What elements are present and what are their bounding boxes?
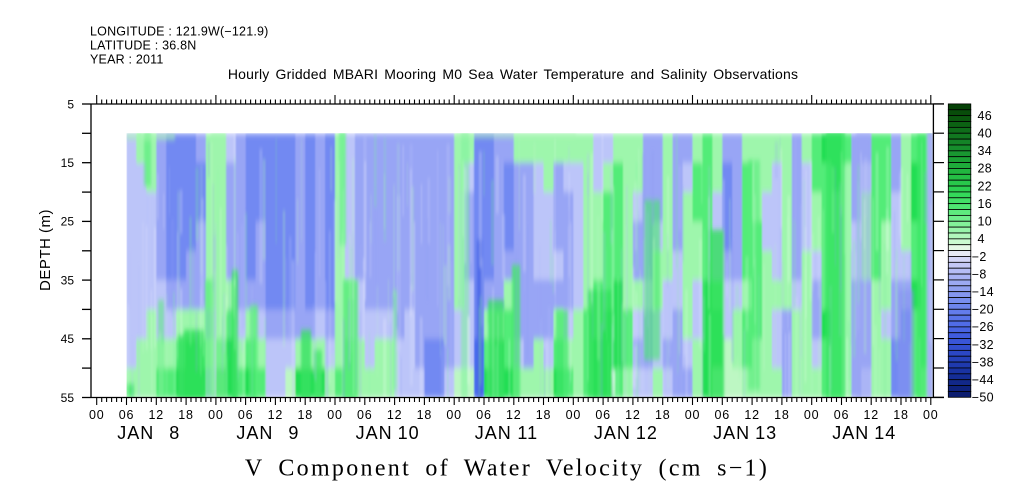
svg-text:55: 55 — [61, 391, 75, 405]
svg-text:18: 18 — [893, 408, 909, 422]
svg-text:JAN: JAN — [713, 423, 750, 443]
svg-text:18: 18 — [297, 408, 313, 422]
svg-text:00: 00 — [327, 408, 343, 422]
svg-text:12: 12 — [387, 408, 403, 422]
svg-text:15: 15 — [61, 156, 75, 170]
svg-text:−26: −26 — [972, 320, 994, 334]
svg-text:06: 06 — [238, 408, 254, 422]
svg-text:YEAR : 2011: YEAR : 2011 — [90, 53, 164, 67]
svg-text:46: 46 — [978, 109, 993, 123]
svg-text:00: 00 — [89, 408, 105, 422]
svg-text:12: 12 — [149, 408, 165, 422]
svg-text:−38: −38 — [972, 355, 994, 369]
svg-text:DEPTH (m): DEPTH (m) — [37, 209, 54, 291]
svg-text:12: 12 — [268, 408, 284, 422]
svg-text:18: 18 — [774, 408, 790, 422]
svg-text:00: 00 — [446, 408, 462, 422]
svg-text:−8: −8 — [972, 267, 987, 281]
svg-text:12: 12 — [506, 408, 522, 422]
svg-text:06: 06 — [119, 408, 135, 422]
svg-text:LONGITUDE : 121.9W(−121.9): LONGITUDE : 121.9W(−121.9) — [90, 25, 269, 39]
svg-text:−14: −14 — [972, 285, 994, 299]
svg-text:LATITUDE : 36.8N: LATITUDE : 36.8N — [90, 39, 196, 53]
svg-text:9: 9 — [288, 423, 298, 443]
svg-text:25: 25 — [61, 215, 75, 229]
svg-text:12: 12 — [625, 408, 641, 422]
svg-text:00: 00 — [685, 408, 701, 422]
svg-text:22: 22 — [978, 179, 993, 193]
svg-text:JAN: JAN — [236, 423, 273, 443]
svg-text:06: 06 — [834, 408, 850, 422]
svg-text:35: 35 — [61, 273, 75, 287]
svg-text:14: 14 — [874, 423, 896, 443]
svg-text:V Component of Water Velocity: V Component of Water Velocity (cm s−1) — [245, 456, 769, 482]
svg-text:JAN: JAN — [475, 423, 512, 443]
svg-text:JAN: JAN — [117, 423, 154, 443]
svg-text:4: 4 — [978, 232, 985, 246]
svg-text:−44: −44 — [972, 373, 994, 387]
svg-text:−2: −2 — [972, 250, 987, 264]
svg-text:12: 12 — [863, 408, 879, 422]
svg-text:40: 40 — [978, 127, 993, 141]
svg-text:10: 10 — [398, 423, 420, 443]
svg-text:34: 34 — [978, 144, 993, 158]
svg-text:JAN: JAN — [356, 423, 393, 443]
svg-text:10: 10 — [978, 215, 993, 229]
svg-text:13: 13 — [755, 423, 777, 443]
svg-text:06: 06 — [715, 408, 731, 422]
svg-text:00: 00 — [804, 408, 820, 422]
svg-text:JAN: JAN — [594, 423, 631, 443]
svg-text:16: 16 — [978, 197, 993, 211]
svg-text:18: 18 — [655, 408, 671, 422]
svg-text:12: 12 — [636, 423, 658, 443]
svg-text:18: 18 — [536, 408, 552, 422]
svg-text:00: 00 — [566, 408, 582, 422]
svg-text:18: 18 — [178, 408, 194, 422]
svg-text:06: 06 — [595, 408, 611, 422]
svg-text:12: 12 — [744, 408, 760, 422]
svg-text:Hourly Gridded MBARI Mooring M: Hourly Gridded MBARI Mooring M0 Sea Wate… — [228, 66, 798, 82]
svg-text:8: 8 — [169, 423, 179, 443]
svg-text:18: 18 — [417, 408, 433, 422]
svg-text:11: 11 — [517, 423, 538, 443]
svg-text:06: 06 — [357, 408, 373, 422]
svg-text:−32: −32 — [972, 338, 994, 352]
svg-text:5: 5 — [67, 97, 74, 111]
svg-text:06: 06 — [476, 408, 492, 422]
svg-text:45: 45 — [61, 332, 75, 346]
svg-text:−20: −20 — [972, 303, 994, 317]
svg-text:00: 00 — [923, 408, 939, 422]
svg-text:JAN: JAN — [832, 423, 869, 443]
svg-text:−50: −50 — [972, 391, 994, 405]
svg-text:28: 28 — [978, 162, 993, 176]
svg-text:00: 00 — [208, 408, 224, 422]
